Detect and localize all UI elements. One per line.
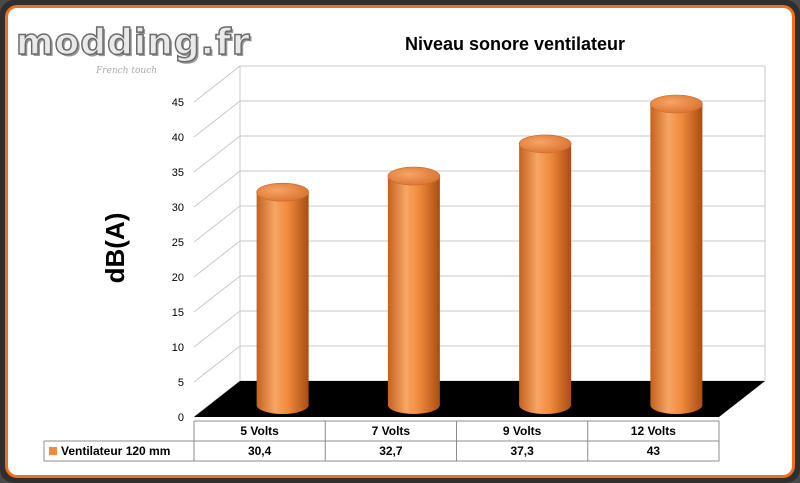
gridline-side [193, 170, 241, 208]
bar-cap [387, 166, 441, 186]
legend-swatch [49, 447, 57, 455]
data-value-label: 37,3 [510, 444, 534, 458]
y-tick-label: 10 [172, 342, 184, 354]
y-tick-label: 15 [172, 307, 184, 319]
x-tick-label: 5 Volts [240, 424, 279, 438]
gridline-side [193, 275, 241, 313]
y-axis-label: dB(A) [100, 213, 130, 284]
gridline-side [193, 240, 241, 278]
chart-floor [194, 381, 765, 417]
bar [518, 134, 572, 414]
gridline-side [193, 100, 241, 138]
gridline-side [193, 65, 241, 103]
y-tick-label: 20 [172, 272, 184, 284]
bar [650, 94, 703, 414]
bar-body [650, 104, 703, 414]
bar-body [519, 143, 572, 414]
y-tick-label: 25 [172, 237, 184, 249]
y-tick-label: 40 [172, 132, 184, 144]
gridline-side [193, 205, 241, 243]
x-tick-label: 7 Volts [372, 424, 411, 438]
x-tick-label: 12 Volts [631, 424, 676, 438]
y-tick-label: 5 [178, 377, 184, 389]
bar-cap [518, 134, 572, 154]
y-tick-label: 0 [178, 412, 184, 424]
gridline-side [193, 310, 241, 348]
bar [256, 182, 309, 414]
chart-title: Niveau sonore ventilateur [405, 34, 625, 54]
site-logo: modding.fr [15, 21, 251, 64]
bar [387, 166, 441, 414]
gridline-side [193, 135, 241, 173]
data-value-label: 32,7 [379, 444, 403, 458]
site-logo-tagline: French touch [96, 66, 158, 76]
x-tick-label: 9 Volts [503, 424, 542, 438]
chart-panel: modding.fr French touch Niveau sonore ve… [5, 5, 795, 478]
bar-cap [650, 94, 703, 114]
bar-chart: Niveau sonore ventilateur dB(A) 0 5 10 15 20… [43, 34, 766, 462]
data-value-label: 30,4 [248, 444, 272, 458]
bar-cap [256, 182, 309, 202]
bar-body [256, 192, 309, 414]
legend-label: Ventilateur 120 mm [61, 444, 170, 458]
y-tick-label: 35 [172, 167, 184, 179]
data-value-label: 43 [647, 444, 661, 458]
gridline-side [193, 345, 241, 383]
y-tick-label: 45 [172, 97, 184, 109]
y-tick-label: 30 [172, 202, 184, 214]
bar-body [387, 176, 440, 414]
